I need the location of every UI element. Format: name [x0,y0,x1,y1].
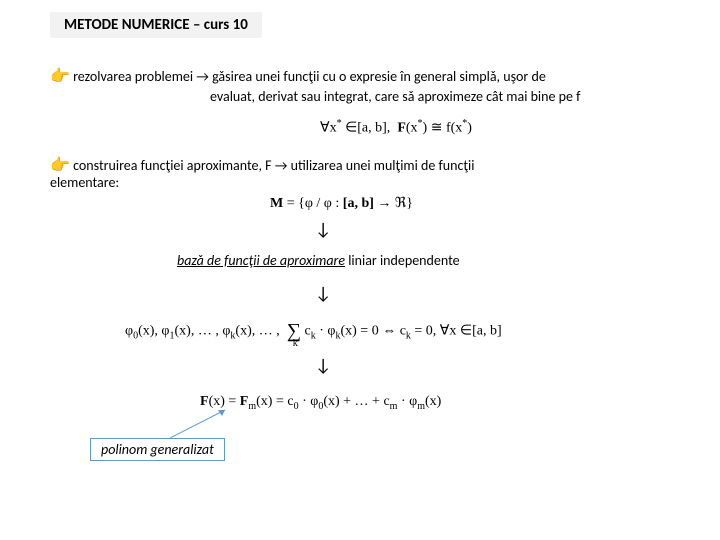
bullet-2-line-2: elementare: [50,174,119,191]
polinom-label: polinom generalizat [101,441,214,458]
bullet-1-text-2: evaluat, derivat sau integrat, care sǎ a… [210,88,580,105]
bullet-1-text-1c: sirea unei funcţii cu o expresie în gene… [225,68,546,85]
equation-3: φ0(x), φ1(x), … , φk(x), … , ∑k ck · φk(… [125,320,502,343]
arrow-down-icon: ↓ [315,282,331,304]
bullet-2-text-1: construirea funcţiei aproximante, F → ut… [73,157,474,174]
basis-italic: bazǎ de funcţii de aproximare [177,252,345,269]
pointer-icon: 👉 [50,66,70,86]
bullet-1-text-1a: rezolvarea problemei → g [73,68,218,85]
bullet-2-text-2: elementare: [50,174,119,191]
bullet-2-line-1: 👉 construirea funcţiei aproximante, F → … [50,155,475,175]
bullet-1-line-1: 👉 rezolvarea problemei → gǎsirea unei fu… [50,66,546,86]
page-header: METODE NUMERICE – curs 10 [50,12,262,38]
equation-1: ∀x* ∈[a, b], F(x*) ≅ f(x*) [320,118,472,137]
equation-2: M = {φ / φ : [a, b] → ℜ} [270,195,413,212]
bullet-1-line-2: evaluat, derivat sau integrat, care sǎ a… [210,88,580,105]
arrow-down-icon: ↓ [315,218,331,240]
header-title: METODE NUMERICE – curs 10 [64,16,248,34]
basis-line: bazǎ de funcţii de aproximare liniar ind… [177,252,460,269]
polinom-box: polinom generalizat [90,438,225,461]
basis-rest: liniar independente [345,252,460,269]
arrow-diagonal-icon [170,408,240,438]
pointer-icon: 👉 [50,155,70,175]
arrow-down-icon: ↓ [315,354,331,376]
